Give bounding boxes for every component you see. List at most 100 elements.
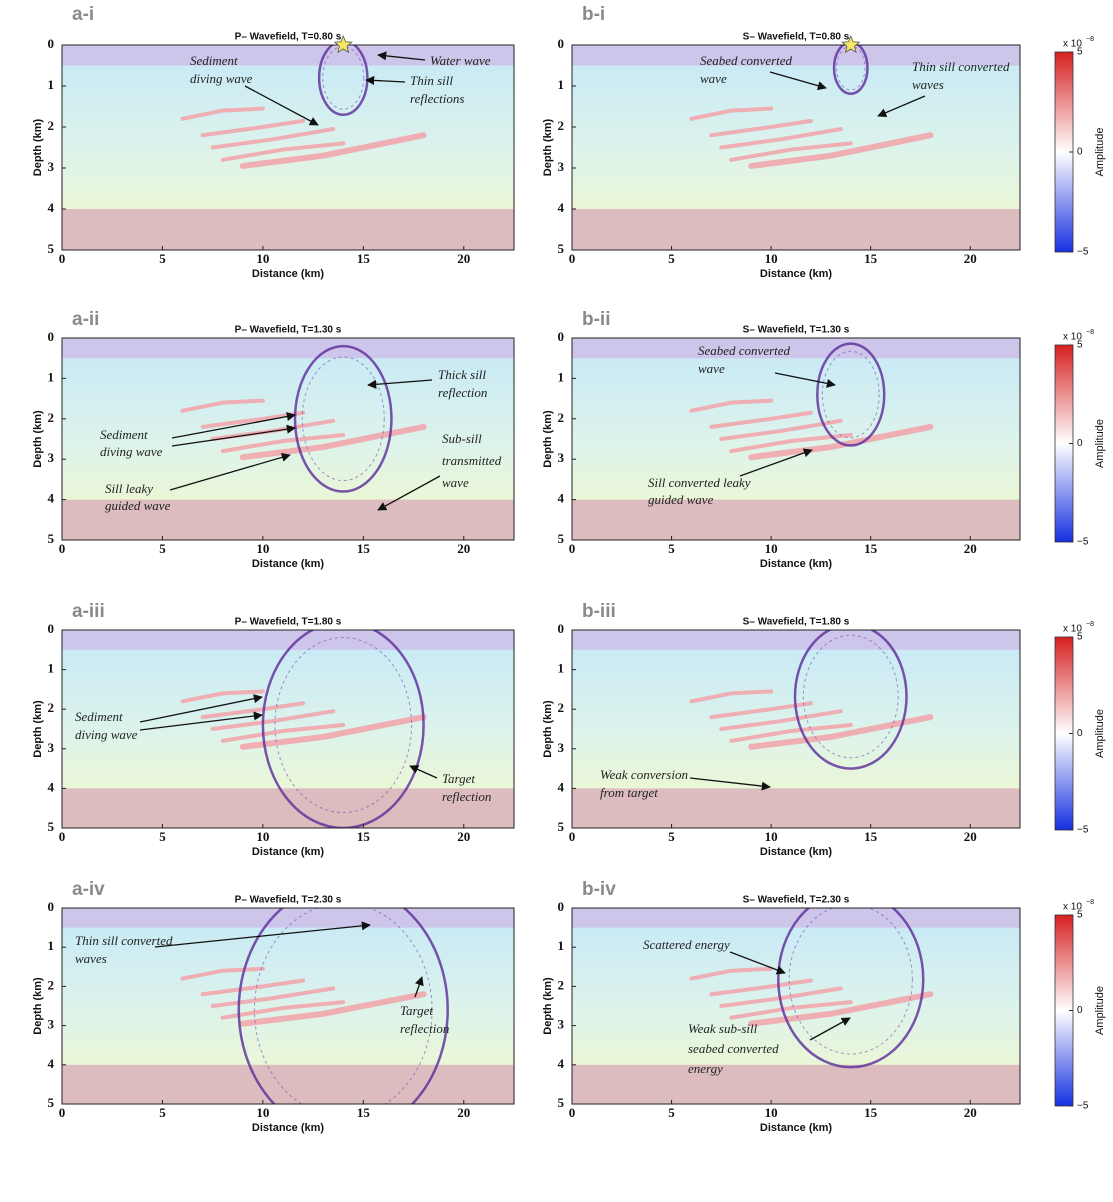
x-tick-label: 15 xyxy=(864,541,878,556)
x-tick-label: 10 xyxy=(256,829,269,844)
annotation: diving wave xyxy=(75,727,138,742)
y-tick-label: 2 xyxy=(558,118,565,133)
y-tick-label: 4 xyxy=(558,200,565,215)
annotation: Weak conversion xyxy=(600,767,688,782)
y-tick-label: 1 xyxy=(48,661,55,676)
y-tick-label: 2 xyxy=(48,977,55,992)
x-tick-label: 20 xyxy=(964,541,977,556)
y-axis-label: Depth (km) xyxy=(542,410,554,468)
colorbar-exponent: −8 xyxy=(1086,329,1094,336)
annotation: guided wave xyxy=(648,492,714,507)
plot-frame xyxy=(571,337,1021,541)
plot-frame xyxy=(61,629,515,829)
colorbar-label: Amplitude xyxy=(1094,709,1106,758)
panel-label: a-iii xyxy=(72,601,105,622)
sill xyxy=(709,978,813,997)
x-tick-label: 10 xyxy=(256,251,269,266)
x-tick-label: 20 xyxy=(457,829,470,844)
panel-label: a-iv xyxy=(72,879,105,900)
annotation: Sediment xyxy=(190,53,238,68)
y-tick-label: 0 xyxy=(558,899,565,914)
basement-layer xyxy=(572,1064,1020,1104)
x-tick-label: 15 xyxy=(357,251,371,266)
x-tick-label: 20 xyxy=(964,829,977,844)
panel-label: a-i xyxy=(72,4,94,25)
colorbar-exponent: −8 xyxy=(1086,899,1094,906)
x-tick-label: 5 xyxy=(159,541,166,556)
annotation: guided wave xyxy=(105,498,171,513)
annotation: Sediment xyxy=(100,427,148,442)
annotation: wave xyxy=(700,71,727,86)
panel-title: P– Wavefield, T=2.30 s xyxy=(235,895,342,906)
annotation: Weak sub-sill xyxy=(688,1021,758,1036)
y-tick-label: 5 xyxy=(558,531,565,546)
colorbar-exponent: −8 xyxy=(1086,36,1094,43)
x-axis-label: Distance (km) xyxy=(252,558,324,570)
plot-area xyxy=(572,338,1020,540)
y-tick-label: 3 xyxy=(558,740,565,755)
sill xyxy=(748,132,934,169)
x-tick-label: 0 xyxy=(59,1105,66,1120)
annotation-arrow xyxy=(414,976,424,998)
x-axis-label: Distance (km) xyxy=(252,846,324,858)
water-layer xyxy=(572,338,1020,359)
wavefront xyxy=(237,908,449,1104)
wavefront xyxy=(816,342,886,447)
y-tick-label: 0 xyxy=(558,621,565,636)
annotation: Thin sill converted xyxy=(75,933,173,948)
water-layer xyxy=(572,45,1020,66)
annotation: wave xyxy=(698,361,725,376)
y-axis-label: Depth (km) xyxy=(32,977,44,1035)
annotation: Thin sill converted xyxy=(912,59,1010,74)
source-star xyxy=(333,34,353,54)
plot-frame xyxy=(61,337,515,541)
colorbar-tick-label: 0 xyxy=(1077,1005,1083,1016)
annotation-arrow xyxy=(877,95,926,117)
x-tick-label: 20 xyxy=(457,1105,470,1120)
panel-title: P– Wavefield, T=0.80 s xyxy=(235,32,342,43)
colorbar-label: Amplitude xyxy=(1094,419,1106,468)
y-axis-label: Depth (km) xyxy=(32,118,44,176)
sill xyxy=(748,423,934,461)
plot-frame xyxy=(571,44,1021,251)
basement-layer xyxy=(62,499,514,540)
panel-label: b-iii xyxy=(582,601,616,622)
water-layer xyxy=(62,45,514,66)
plot-area xyxy=(62,908,514,1104)
plot-frame xyxy=(61,44,515,251)
sill xyxy=(220,141,346,162)
panel-title: S– Wavefield, T=1.80 s xyxy=(743,617,850,628)
basement-layer xyxy=(572,788,1020,828)
wavefront xyxy=(788,908,913,1055)
x-tick-label: 10 xyxy=(765,541,778,556)
colorbar-tick-label: −5 xyxy=(1077,1101,1089,1112)
water-layer xyxy=(572,908,1020,928)
sill xyxy=(180,106,265,121)
y-tick-label: 1 xyxy=(48,369,55,384)
sill xyxy=(729,723,853,743)
annotation: energy xyxy=(688,1061,723,1076)
sill xyxy=(239,714,427,750)
annotation: Thin sill xyxy=(410,73,453,88)
panel-label: b-i xyxy=(582,4,605,25)
annotation: Thick sill xyxy=(438,367,486,382)
sill xyxy=(689,398,774,413)
annotation: from target xyxy=(600,785,658,800)
x-tick-label: 0 xyxy=(569,541,576,556)
x-tick-label: 5 xyxy=(668,541,675,556)
sill xyxy=(709,701,813,720)
colorbar-tick-label: 0 xyxy=(1077,728,1083,739)
sill xyxy=(210,709,336,731)
annotation: waves xyxy=(912,77,944,92)
x-tick-label: 20 xyxy=(964,251,977,266)
annotation: reflections xyxy=(410,91,464,106)
y-axis-label: Depth (km) xyxy=(542,977,554,1035)
y-tick-label: 0 xyxy=(558,329,565,344)
x-tick-label: 20 xyxy=(964,1105,977,1120)
wavefront xyxy=(253,908,433,1104)
y-tick-label: 4 xyxy=(48,779,55,794)
y-tick-label: 1 xyxy=(558,77,565,92)
